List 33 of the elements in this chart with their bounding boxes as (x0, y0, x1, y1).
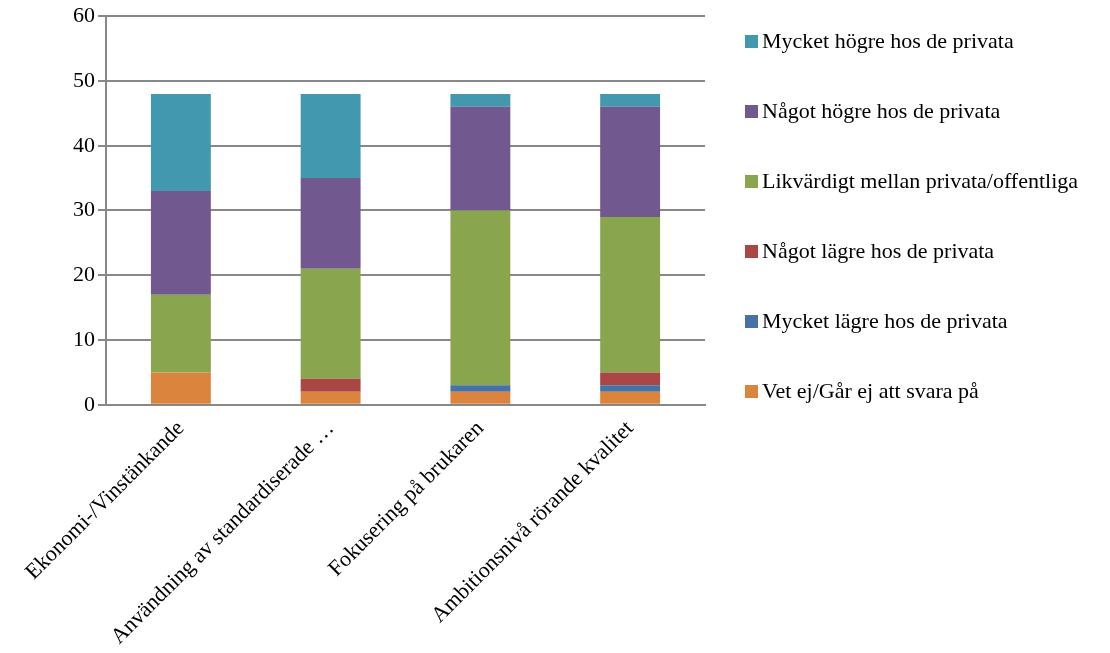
bar (150, 372, 211, 404)
legend-label: Något högre hos de privata (762, 98, 1001, 124)
bar (150, 294, 211, 373)
y-tick-label: 0 (84, 390, 95, 416)
y-tick-label: 40 (73, 131, 95, 157)
bar (300, 391, 361, 404)
bar (600, 93, 661, 107)
y-tick-label: 10 (73, 325, 95, 351)
bar (300, 178, 361, 269)
legend-label: Mycket högre hos de privata (762, 28, 1014, 54)
legend-label: Likvärdigt mellan privata/offentliga (762, 168, 1079, 194)
legend-label: Något lägre hos de privata (762, 238, 995, 264)
bar (150, 93, 211, 192)
bar (450, 93, 511, 107)
bar (450, 391, 511, 404)
bar (600, 216, 661, 373)
bar (600, 385, 661, 392)
bar (450, 106, 511, 211)
y-tick-label: 60 (73, 1, 95, 27)
y-tick-label: 30 (73, 196, 95, 222)
y-tick-label: 50 (73, 66, 95, 92)
bar (450, 210, 511, 386)
bar (450, 385, 511, 392)
bar (150, 191, 211, 295)
bar (300, 378, 361, 392)
bar (600, 372, 661, 386)
legend-label: Mycket lägre hos de privata (762, 308, 1008, 334)
legend-label: Vet ej/Går ej att svara på (762, 378, 979, 404)
bar (300, 93, 361, 179)
bar (600, 106, 661, 217)
bar (300, 268, 361, 379)
y-tick-label: 20 (73, 261, 95, 287)
bar (600, 391, 661, 404)
